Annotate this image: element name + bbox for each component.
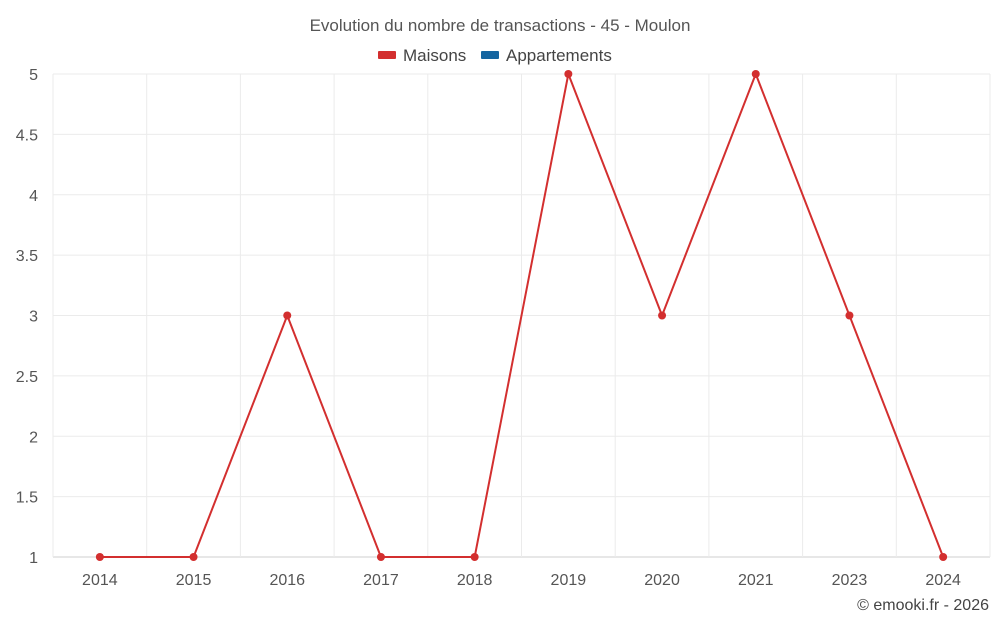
legend[interactable]: Maisons Appartements [378, 46, 612, 65]
x-tick-label: 2024 [925, 572, 961, 589]
data-point[interactable] [189, 553, 198, 561]
legend-swatch-appartements[interactable] [481, 51, 499, 59]
y-tick-label: 5 [29, 67, 38, 84]
legend-swatch-maisons[interactable] [378, 51, 396, 59]
x-tick-label: 2014 [82, 572, 118, 589]
x-tick-label: 2019 [551, 572, 587, 589]
x-axis-ticks: 2014 2015 2016 2017 2018 2019 2020 2021 2023 2024 [82, 572, 961, 589]
y-tick-label: 2.5 [16, 369, 38, 386]
x-tick-label: 2023 [832, 572, 868, 589]
data-point[interactable] [470, 553, 479, 561]
legend-label-maisons[interactable]: Maisons [403, 46, 466, 65]
series-line-maisons [99, 73, 945, 558]
credit-text: © emooki.fr - 2026 [857, 597, 989, 614]
y-tick-label: 3.5 [16, 248, 38, 265]
y-tick-label: 3 [29, 309, 38, 326]
data-point[interactable] [95, 553, 104, 561]
x-tick-label: 2021 [738, 572, 774, 589]
data-point[interactable] [751, 70, 760, 78]
chart-title: Evolution du nombre de transactions - 45… [310, 16, 691, 35]
y-tick-label: 1.5 [16, 490, 38, 507]
x-tick-label: 2018 [457, 572, 493, 589]
data-point[interactable] [939, 553, 948, 561]
x-tick-label: 2016 [269, 572, 305, 589]
x-tick-label: 2020 [644, 572, 680, 589]
y-tick-label: 4 [29, 188, 38, 205]
y-tick-label: 1 [29, 550, 38, 567]
data-point[interactable] [376, 553, 385, 561]
legend-label-appartements[interactable]: Appartements [506, 46, 612, 65]
x-tick-label: 2015 [176, 572, 212, 589]
y-axis-ticks: 1 1.5 2 2.5 3 3.5 4 4.5 5 [16, 67, 38, 567]
data-point[interactable] [658, 311, 667, 320]
series-maisons [95, 70, 948, 561]
data-point[interactable] [564, 70, 573, 78]
x-tick-label: 2017 [363, 572, 399, 589]
data-point[interactable] [283, 311, 292, 320]
y-tick-label: 4.5 [16, 127, 38, 144]
y-tick-label: 2 [29, 429, 38, 446]
data-point[interactable] [845, 311, 854, 320]
